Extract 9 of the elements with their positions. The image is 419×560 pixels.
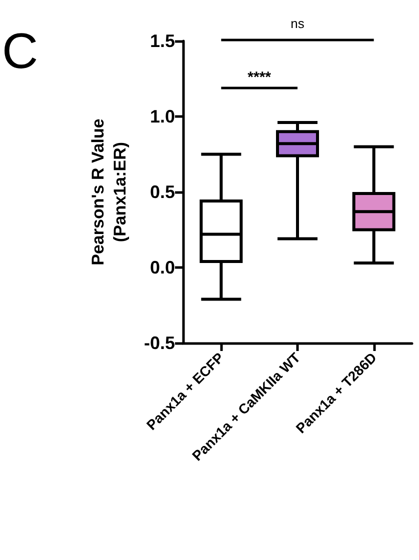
y-tick-label: 1.0: [150, 106, 175, 126]
text: C: [2, 23, 38, 79]
annotation: ****: [248, 69, 272, 86]
y-tick-label: 0.5: [150, 182, 175, 202]
y-tick-label: -0.5: [144, 333, 175, 353]
text: ns: [290, 16, 305, 31]
y-axis-title: Pearson's R Value (Panx1a:ER): [88, 118, 130, 266]
y-tick-label: 0.0: [150, 258, 175, 278]
y-tick-label: 1.5: [150, 31, 175, 51]
